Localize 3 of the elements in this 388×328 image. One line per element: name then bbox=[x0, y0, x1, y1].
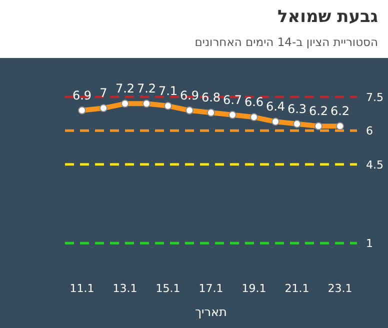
title: גבעת שמואל bbox=[277, 7, 378, 27]
subtitle: הסטוריית הציון ב-14 הימים האחרונים bbox=[194, 35, 378, 49]
xlabel: תאריך bbox=[195, 305, 227, 319]
